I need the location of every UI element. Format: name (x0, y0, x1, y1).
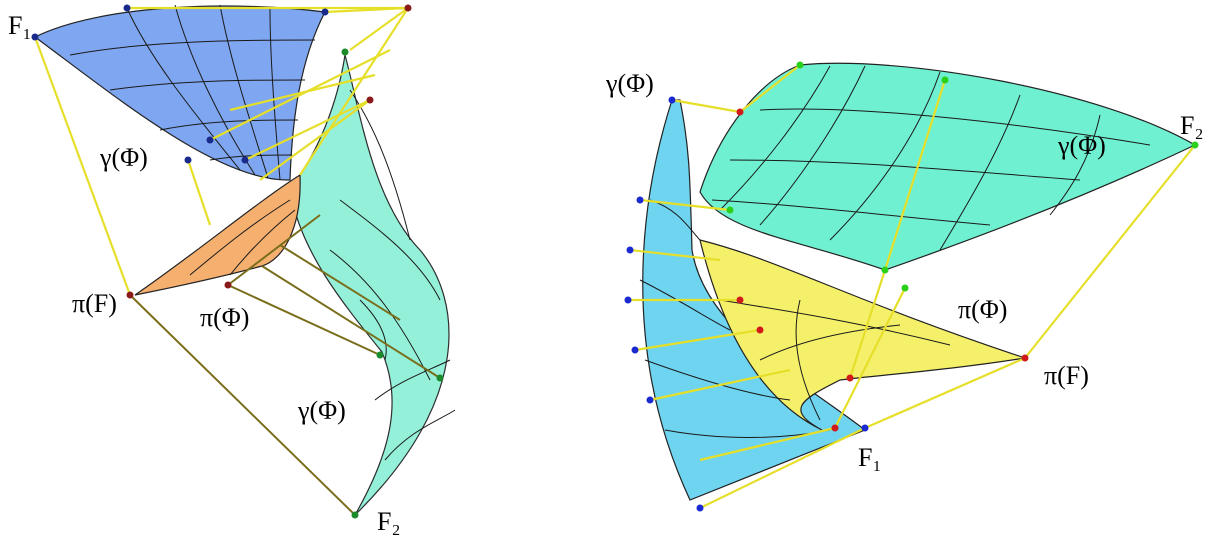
label: π(Φ) (958, 295, 1007, 324)
label: F₁ (8, 11, 32, 40)
label: π(Φ) (200, 303, 249, 332)
right-panel: γ(Φ) F₂ γ(Φ) π(Φ) π(F) F₁ (605, 62, 1204, 512)
label: F₁ (858, 443, 882, 472)
label: γ(Φ) (1057, 131, 1106, 160)
figure: F₁ γ(Φ) π(F) π(Φ) γ(Φ) F₂ (0, 0, 1230, 542)
label: π(F) (72, 289, 117, 318)
label: F₂ (377, 507, 401, 536)
label: π(F) (1044, 361, 1089, 390)
label: γ(Φ) (297, 396, 346, 425)
label: γ(Φ) (99, 143, 148, 172)
page: {"panels": [ {"labels": ["F₁", "γ(Φ)", "… (0, 0, 1230, 542)
orange-surface (135, 175, 300, 295)
label: γ(Φ) (605, 69, 654, 98)
left-panel: F₁ γ(Φ) π(F) π(Φ) γ(Φ) F₂ (8, 5, 455, 536)
label: F₂ (1180, 111, 1204, 140)
